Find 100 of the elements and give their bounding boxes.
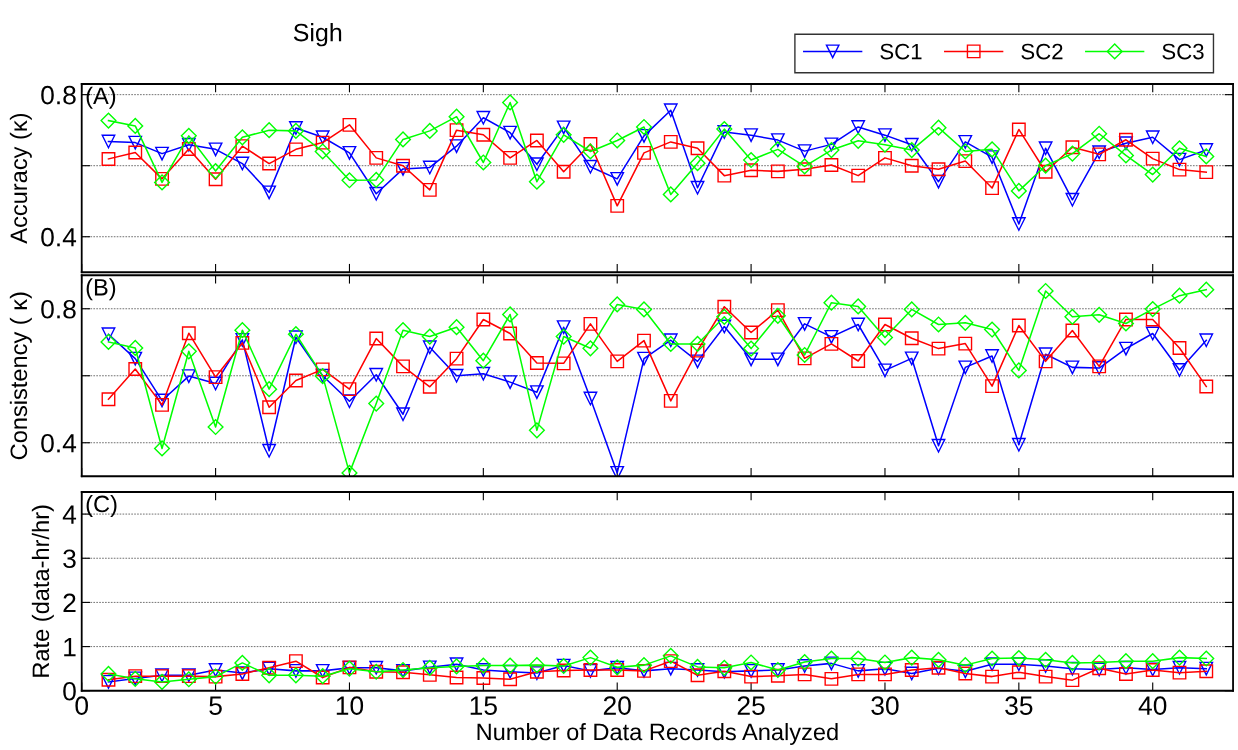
y-axis-title: Accuracy (κ): [9, 113, 32, 244]
point: [1117, 653, 1135, 670]
annotation: (B): [86, 278, 116, 301]
point: [958, 336, 973, 351]
point: [878, 363, 892, 378]
point: [261, 122, 278, 139]
point: [1065, 140, 1080, 155]
point: [823, 142, 840, 159]
point: [904, 331, 919, 346]
chart-title: Sigh: [293, 23, 342, 47]
point: [850, 132, 867, 149]
point: [609, 132, 626, 149]
point: [876, 654, 894, 671]
point: [984, 321, 1001, 338]
point: [744, 352, 759, 367]
point: [1065, 323, 1080, 338]
point: [985, 181, 1000, 196]
point: [529, 157, 544, 172]
point: [127, 339, 144, 357]
point: [368, 171, 385, 188]
point: [824, 336, 839, 351]
point: [717, 319, 732, 334]
point: [878, 317, 892, 332]
point: [529, 133, 544, 148]
point: [1198, 650, 1215, 667]
point: [101, 327, 116, 342]
point: [958, 360, 973, 375]
y-tick-label: 0.8: [41, 85, 76, 105]
y-tick-label: 0.4: [41, 433, 77, 453]
point: [1199, 165, 1214, 180]
point: [207, 162, 224, 180]
point: [369, 660, 384, 675]
point: [851, 663, 866, 678]
point: [663, 393, 678, 408]
point: [1064, 308, 1081, 325]
point: [476, 127, 491, 142]
point: [181, 142, 196, 156]
point: [1010, 650, 1027, 667]
point: [851, 120, 866, 134]
point: [208, 663, 223, 677]
y-axis-title: Rate (data-hr/hr): [31, 505, 54, 677]
point: [394, 322, 412, 339]
point: [984, 650, 1001, 667]
legend-label: SC3: [1162, 43, 1204, 60]
point: [100, 112, 117, 129]
point: [262, 443, 277, 458]
point: [1198, 281, 1215, 298]
point: [583, 391, 598, 406]
point: [796, 653, 813, 671]
point: [930, 651, 947, 668]
point: [904, 137, 919, 152]
point: [448, 108, 465, 125]
point: [1145, 312, 1160, 327]
point: [449, 123, 464, 138]
point: [1119, 667, 1133, 681]
point: [851, 667, 866, 682]
point: [100, 333, 117, 350]
y-axis-title: Consistency ( κ): [9, 292, 32, 460]
point: [690, 343, 705, 358]
point: [1119, 341, 1133, 356]
point: [824, 671, 839, 686]
point: [314, 143, 331, 160]
point: [1199, 333, 1214, 348]
point: [824, 656, 839, 671]
point: [663, 134, 678, 149]
point: [288, 373, 303, 388]
point: [128, 145, 143, 160]
point: [288, 654, 303, 669]
point: [985, 379, 1000, 394]
point: [234, 654, 251, 671]
point: [824, 137, 839, 152]
point: [610, 465, 625, 477]
point: [1011, 318, 1026, 333]
point: [422, 379, 437, 394]
point: [369, 186, 384, 201]
point: [1011, 216, 1026, 231]
point: [610, 198, 625, 213]
point: [717, 168, 732, 183]
point: [582, 340, 599, 357]
point: [797, 144, 812, 159]
point: [449, 368, 464, 383]
point: [583, 316, 598, 331]
point: [610, 354, 625, 369]
point: [153, 440, 171, 457]
point: [235, 139, 250, 154]
point: [181, 137, 196, 152]
point: [1172, 660, 1187, 675]
point: [502, 94, 519, 111]
point: [1010, 182, 1027, 199]
point: [342, 382, 357, 397]
point: [369, 331, 384, 346]
point: [663, 333, 678, 348]
point: [637, 128, 651, 143]
point: [1199, 143, 1214, 158]
point: [609, 296, 626, 313]
point: [851, 354, 866, 368]
point: [1065, 192, 1080, 207]
point: [556, 356, 571, 371]
point: [422, 182, 437, 197]
point: [153, 174, 171, 191]
